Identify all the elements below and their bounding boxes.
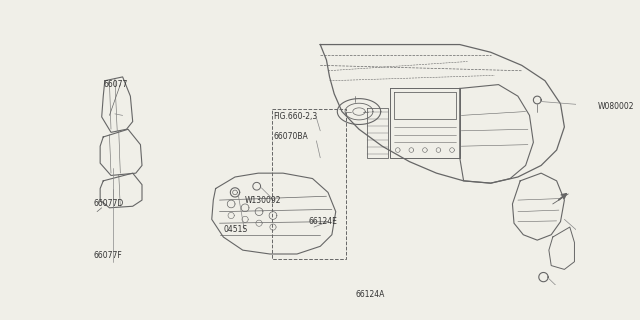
Text: 66077: 66077: [103, 80, 127, 89]
Bar: [272, 109, 346, 260]
Text: 66070BA: 66070BA: [274, 132, 308, 141]
Text: W130092: W130092: [244, 196, 281, 204]
Text: W080002: W080002: [598, 102, 634, 111]
Text: 66124E: 66124E: [308, 217, 337, 226]
Text: FIG.660-2,3: FIG.660-2,3: [274, 112, 318, 121]
Text: 66124A: 66124A: [356, 290, 385, 299]
Text: 0451S: 0451S: [223, 225, 248, 234]
Text: 66077D: 66077D: [94, 199, 124, 208]
Text: 66077F: 66077F: [94, 251, 123, 260]
